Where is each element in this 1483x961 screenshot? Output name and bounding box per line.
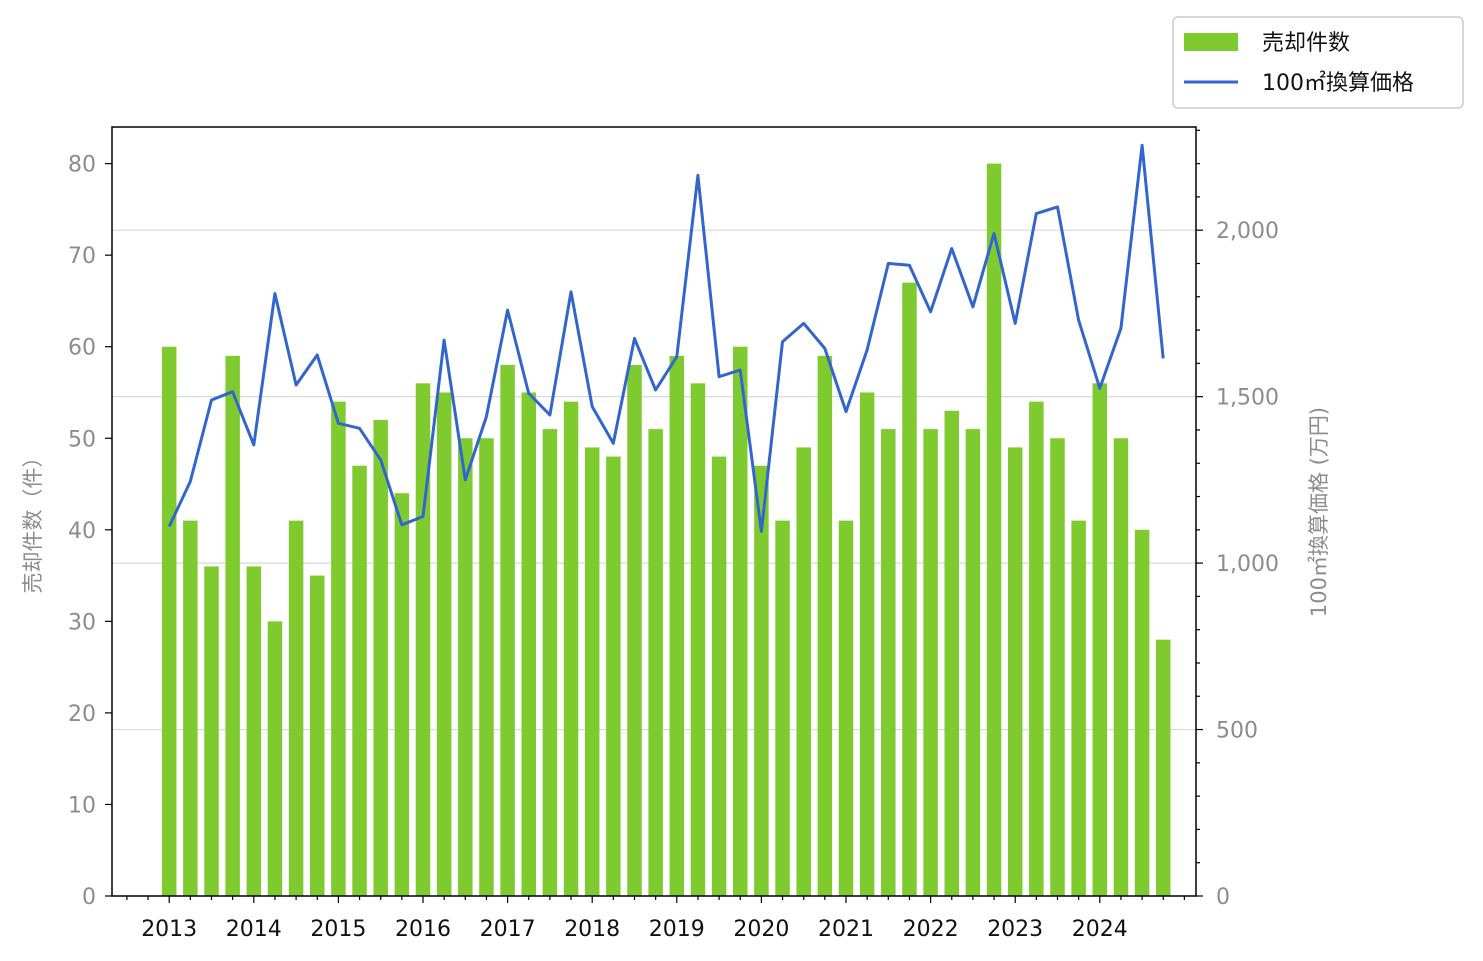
- bar-24: [669, 355, 685, 897]
- left-tick-label-4: 40: [68, 519, 96, 544]
- bar-39: [986, 163, 1002, 897]
- bar-11: [394, 493, 410, 896]
- bar-42: [1050, 438, 1065, 896]
- bar-35: [902, 282, 917, 896]
- bar-32: [838, 520, 854, 896]
- bar-19: [563, 401, 579, 896]
- bar-33: [859, 392, 875, 896]
- left-tick-label-8: 80: [68, 153, 96, 178]
- plot-frame: [111, 126, 1197, 897]
- bar-10: [373, 419, 388, 896]
- legend-label-line: 100㎡換算価格: [1262, 70, 1414, 96]
- bar-12: [415, 383, 431, 896]
- left-axis-title: 売却件数（件）: [21, 447, 45, 594]
- bar-26: [711, 456, 727, 896]
- bar-41: [1029, 401, 1044, 896]
- bar-34: [881, 429, 896, 896]
- bar-2: [204, 566, 219, 896]
- bar-18: [542, 429, 558, 896]
- x-axis-ticks: 2013 2014 2015 2016 2017 2018 2019 2020 2021 2022…: [126, 896, 1186, 942]
- legend-swatch-bar: [1184, 33, 1238, 51]
- bar-3: [225, 355, 240, 897]
- bar-17: [521, 392, 536, 896]
- x-tick-label-2: 2015: [310, 917, 366, 942]
- x-tick-label-4: 2017: [480, 917, 536, 942]
- line-series-price: [167, 143, 1165, 533]
- bar-44: [1092, 383, 1108, 896]
- left-tick-label-7: 70: [68, 244, 96, 269]
- bar-45: [1113, 438, 1129, 896]
- x-tick-label-11: 2024: [1072, 917, 1128, 942]
- right-axis-title: 100㎡換算価格 (万円): [1307, 407, 1331, 617]
- bar-6: [288, 520, 304, 896]
- bar-47: [1156, 639, 1171, 896]
- x-tick-label-10: 2023: [987, 917, 1043, 942]
- right-tick-label-4: 2,000: [1216, 219, 1279, 244]
- right-tick-label-2: 1,000: [1216, 552, 1279, 577]
- left-tick-label-5: 50: [68, 427, 96, 452]
- bar-4: [246, 566, 262, 896]
- bar-1: [183, 520, 198, 896]
- bar-23: [648, 429, 663, 896]
- x-tick-label-9: 2022: [903, 917, 959, 942]
- bar-0: [161, 346, 177, 896]
- bar-40: [1007, 447, 1023, 896]
- bar-43: [1071, 520, 1086, 896]
- left-tick-label-0: 0: [82, 885, 96, 910]
- bar-15: [479, 438, 494, 896]
- legend: 売却件数 100㎡換算価格: [1172, 16, 1464, 109]
- left-axis-ticks: 0 10 20 30 40 50 60 70 80: [68, 153, 112, 910]
- left-tick-label-6: 60: [68, 336, 96, 361]
- right-tick-label-1: 500: [1216, 719, 1258, 744]
- bar-13: [436, 392, 452, 896]
- bar-31: [817, 355, 833, 897]
- bar-25: [690, 383, 706, 896]
- left-tick-label-3: 30: [68, 610, 96, 635]
- bar-29: [775, 520, 790, 896]
- bar-28: [754, 465, 769, 896]
- right-tick-label-0: 0: [1216, 885, 1230, 910]
- bar-22: [627, 365, 642, 896]
- legend-box: [1172, 16, 1464, 109]
- right-axis-ticks: 0 500 1,000 1,500 2,000: [1196, 129, 1279, 910]
- right-tick-label-3: 1,500: [1216, 386, 1279, 411]
- bar-7: [310, 575, 325, 896]
- left-tick-label-2: 20: [68, 702, 96, 727]
- left-tick-label-1: 10: [68, 793, 96, 818]
- x-tick-label-6: 2019: [649, 917, 705, 942]
- bar-9: [352, 465, 367, 896]
- legend-label-bar: 売却件数: [1262, 31, 1350, 56]
- x-tick-label-3: 2016: [395, 917, 451, 942]
- price-line: [167, 143, 1165, 533]
- bar-30: [796, 447, 811, 896]
- bar-series-sales-count: [161, 163, 1171, 897]
- x-tick-label-8: 2021: [818, 917, 874, 942]
- bar-5: [267, 621, 283, 896]
- x-tick-label-0: 2013: [141, 917, 197, 942]
- bar-21: [606, 456, 621, 896]
- bar-16: [500, 365, 515, 896]
- bar-8: [331, 401, 346, 896]
- bar-20: [584, 447, 600, 896]
- bar-37: [944, 410, 959, 896]
- bar-27: [733, 346, 748, 896]
- bar-38: [965, 429, 981, 896]
- x-tick-label-7: 2020: [733, 917, 789, 942]
- bar-36: [923, 429, 938, 896]
- bar-14: [458, 438, 473, 896]
- x-tick-label-5: 2018: [564, 917, 620, 942]
- bar-46: [1134, 529, 1150, 896]
- x-tick-label-1: 2014: [226, 917, 282, 942]
